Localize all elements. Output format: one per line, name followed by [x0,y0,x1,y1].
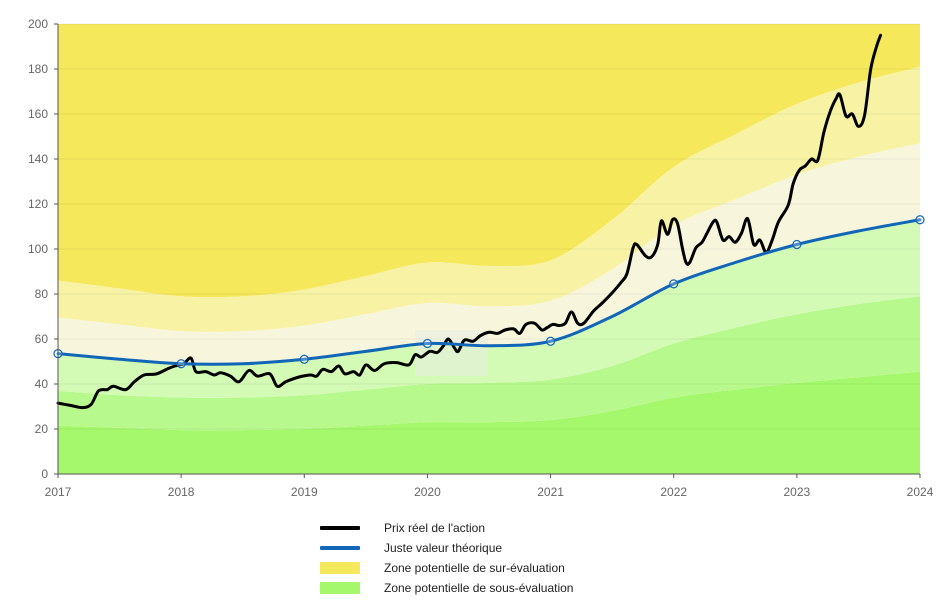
band-0 [58,371,920,474]
legend-label-price: Prix réel de l'action [384,521,486,535]
grid [58,23,920,430]
x-tick-label-2023: 2023 [784,485,811,499]
band-1 [58,296,920,431]
legend-item-fair-value[interactable]: Juste valeur théorique [320,538,740,558]
fair-value-marker-3[interactable] [422,338,433,349]
y-tick-label-20: 20 [35,422,49,436]
fair-value-marker-1[interactable] [176,359,186,369]
x-tick-label-2019: 2019 [291,485,318,499]
axis-ticks: 0 20 40 60 80 100 120 140 160 180 200 2017 2018 2019 2… [28,17,934,499]
fair-value-marker-5[interactable] [669,279,679,289]
x-tick-label-2020: 2020 [414,485,441,499]
legend-label-undervaluation: Zone potentielle de sous-évaluation [384,581,574,595]
legend-item-overvaluation[interactable]: Zone potentielle de sur-évaluation [320,558,740,578]
y-tick-label-60: 60 [35,332,49,346]
legend-label-fair-value: Juste valeur théorique [384,541,503,555]
overvaluation-swatch [320,562,360,574]
legend-item-undervaluation[interactable]: Zone potentielle de sous-évaluation [320,578,740,598]
fair-value-line [56,218,922,366]
legend-label-overvaluation: Zone potentielle de sur-évaluation [384,561,565,575]
band-4 [58,66,920,332]
fair-value-marker-2[interactable] [299,354,309,364]
x-tick-label-2021: 2021 [537,485,564,499]
fair-value-line-swatch [320,546,360,550]
fair-value-marker-6[interactable] [792,239,802,250]
y-tick-label-140: 140 [28,152,48,166]
y-tick-label-40: 40 [35,377,49,391]
band-5 [58,24,920,298]
valuation-chart: 0 20 40 60 80 100 120 140 160 180 200 2017 2018 2019 2… [28,17,934,499]
legend: Prix réel de l'action Juste valeur théor… [320,518,740,598]
undervaluation-swatch [320,582,360,594]
y-tick-label-0: 0 [41,467,48,481]
x-tick-label-2017: 2017 [45,485,72,499]
x-tick-label-2018: 2018 [168,485,195,499]
x-tick-label-2024: 2024 [907,485,934,499]
band-3 [58,143,920,365]
y-tick-label-180: 180 [28,62,48,76]
x-tick-label-2022: 2022 [660,485,687,499]
y-tick-label-120: 120 [28,197,48,211]
y-tick-label-100: 100 [28,242,48,256]
fair-value-marker-7[interactable] [915,215,925,225]
series-lines [56,33,922,410]
legend-item-price[interactable]: Prix réel de l'action [320,518,740,538]
fair-value-marker-4[interactable] [545,336,556,346]
y-tick-label-200: 200 [28,17,48,31]
y-tick-label-160: 160 [28,107,48,121]
y-tick-label-80: 80 [35,287,49,301]
valuation-bands [58,24,920,474]
price-line-swatch [320,526,360,530]
